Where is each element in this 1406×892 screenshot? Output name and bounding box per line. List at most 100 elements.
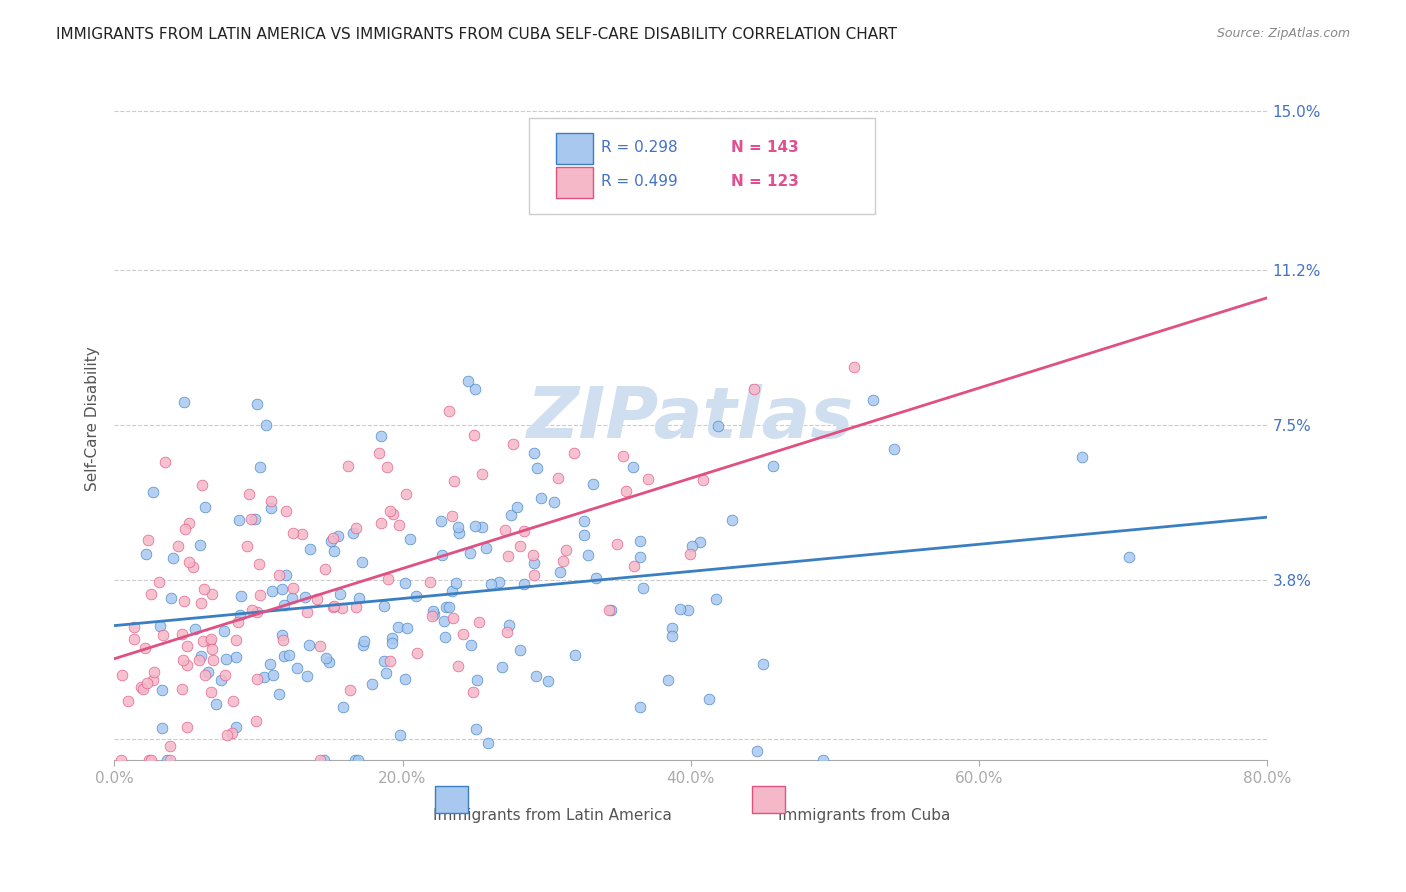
Point (883, 442, 905, 456)
Point (509, 642, 531, 657)
Point (762, 458, 785, 473)
Point (150, 683, 173, 698)
Point (249, 460, 271, 475)
Point (190, 597, 212, 611)
Point (156, 753, 179, 767)
Point (501, 508, 523, 523)
Point (862, 393, 884, 408)
Point (259, 657, 281, 671)
Point (465, 722, 488, 736)
Point (329, 587, 352, 601)
Point (621, 459, 644, 474)
Point (298, 639, 321, 653)
Point (606, 537, 628, 551)
Point (148, 575, 170, 590)
Point (669, 601, 692, 615)
Point (373, 654, 395, 668)
Point (173, 395, 195, 409)
Point (307, 592, 329, 607)
Point (689, 535, 711, 549)
Point (197, 665, 219, 679)
Point (451, 627, 474, 641)
Point (111, 668, 134, 682)
Point (373, 599, 395, 614)
Point (291, 527, 314, 541)
Point (440, 509, 463, 524)
Point (352, 639, 374, 653)
Point (322, 600, 344, 615)
Point (377, 572, 399, 586)
Point (479, 577, 502, 591)
Point (253, 670, 276, 684)
Point (375, 665, 398, 680)
FancyBboxPatch shape (555, 167, 593, 198)
Text: N = 123: N = 123 (731, 175, 799, 189)
Point (200, 633, 222, 648)
Point (353, 633, 375, 648)
Point (177, 555, 200, 569)
Point (623, 558, 645, 573)
Point (276, 567, 298, 582)
Point (260, 500, 283, 515)
Point (172, 626, 194, 640)
Point (388, 728, 411, 742)
Point (117, 693, 139, 707)
Point (461, 685, 484, 699)
Point (464, 518, 486, 533)
Point (225, 720, 247, 734)
Point (176, 720, 198, 734)
Point (243, 511, 266, 525)
Point (429, 514, 451, 528)
Point (314, 562, 336, 576)
Point (214, 668, 236, 682)
Point (449, 526, 471, 541)
Point (283, 581, 305, 595)
Point (254, 417, 277, 432)
Point (297, 669, 319, 683)
Point (381, 636, 404, 650)
FancyBboxPatch shape (434, 787, 468, 813)
Point (471, 519, 494, 533)
Point (260, 494, 283, 508)
Point (193, 634, 215, 648)
Point (204, 698, 226, 712)
Point (249, 588, 271, 602)
Point (215, 727, 238, 741)
Point (344, 521, 367, 535)
Point (150, 722, 173, 736)
Point (212, 624, 235, 638)
Point (215, 651, 238, 665)
Point (555, 542, 578, 557)
Point (509, 539, 531, 553)
Point (149, 618, 172, 632)
Point (267, 687, 290, 701)
Point (405, 589, 427, 603)
Point (346, 753, 368, 767)
Point (475, 541, 498, 555)
Point (572, 515, 595, 529)
Point (439, 404, 461, 418)
Text: Immigrants from Cuba: Immigrants from Cuba (778, 808, 950, 823)
Point (281, 591, 304, 605)
Point (229, 608, 252, 623)
Point (498, 617, 520, 632)
Point (162, 550, 184, 565)
Point (245, 714, 267, 728)
Point (141, 753, 163, 767)
Point (375, 460, 398, 475)
Point (176, 639, 198, 653)
Point (221, 693, 243, 707)
Point (523, 568, 546, 582)
Point (447, 659, 470, 673)
Point (315, 651, 337, 665)
Point (742, 382, 765, 396)
Point (440, 583, 463, 598)
Point (190, 648, 212, 663)
Point (506, 500, 529, 514)
Point (321, 533, 343, 548)
Point (631, 581, 654, 595)
Point (612, 449, 634, 463)
Point (271, 628, 294, 642)
Point (598, 603, 620, 617)
Point (599, 603, 621, 617)
